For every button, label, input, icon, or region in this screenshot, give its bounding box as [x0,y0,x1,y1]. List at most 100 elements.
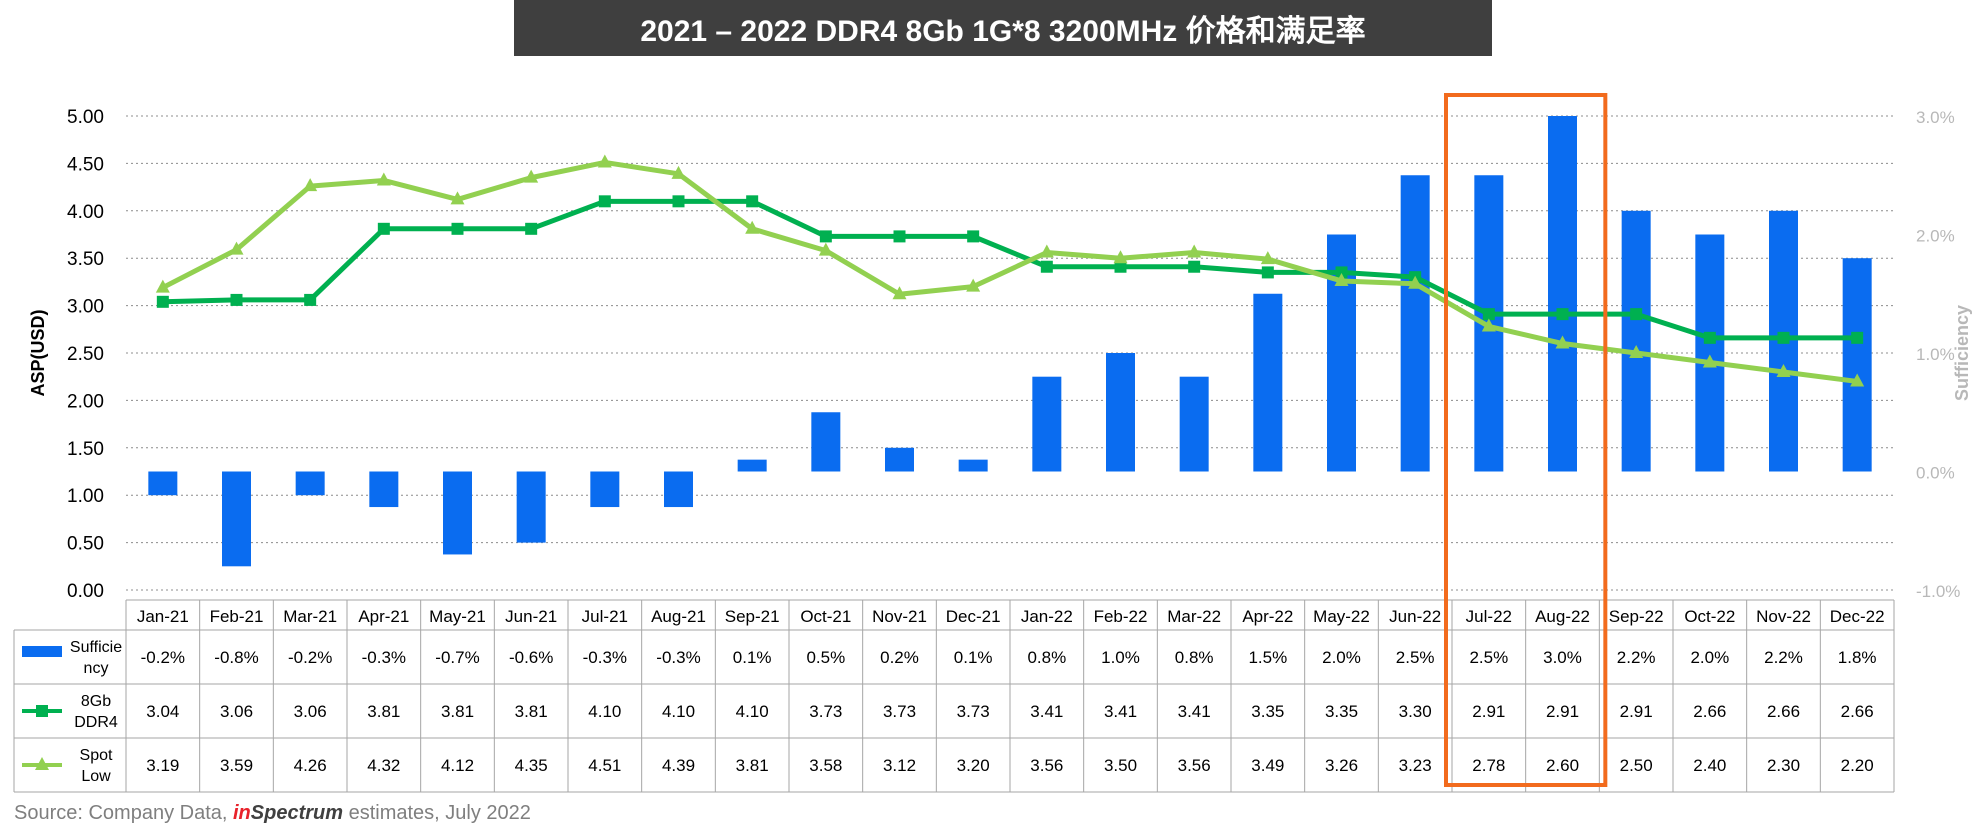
ddr4-point [230,293,243,306]
y2-tick-label: -1.0% [1916,582,1960,601]
ddr4-point [1261,266,1274,279]
table-cell: 2.2% [1617,648,1656,667]
x-tick-label: Apr-22 [1242,607,1293,626]
ddr4-point [1703,331,1716,344]
spot-low-point [1481,318,1496,332]
table-cell: -0.7% [435,648,479,667]
x-tick-label: Nov-22 [1756,607,1811,626]
y-tick-label: 4.50 [67,154,104,175]
ddr4-point [1851,331,1864,344]
x-tick-label: Jul-21 [582,607,628,626]
table-cell: 2.0% [1690,648,1729,667]
table-cell: 2.91 [1546,702,1579,721]
table-cell: 4.26 [294,756,327,775]
y-tick-label: 4.00 [67,202,104,223]
table-cell: 3.12 [883,756,916,775]
table-cell: 4.10 [662,702,695,721]
table-cell: 3.73 [809,702,842,721]
spot-low-point [1408,275,1423,289]
y-tick-label: 3.00 [67,297,104,318]
ddr4-point [598,195,611,208]
y2-tick-label: 3.0% [1916,108,1955,127]
legend-label: DDR4 [74,714,118,731]
bar-sufficiency [664,471,693,508]
bar-sufficiency [369,471,399,508]
brand-in: in [233,802,251,824]
spot-low-point [1776,363,1791,377]
x-tick-label: Jun-21 [505,607,557,626]
table-cell: 4.32 [367,756,400,775]
table-cell: 0.8% [1027,648,1066,667]
table-cell: 2.91 [1620,702,1653,721]
legend-label: 8Gb [81,693,111,710]
ddr4-point [672,195,685,208]
x-tick-label: Aug-22 [1535,607,1590,626]
y-tick-label: 0.50 [67,534,104,555]
table-cell: 0.2% [880,648,919,667]
chart-title: 2021 – 2022 DDR4 8Gb 1G*8 3200MHz 价格和满足率 [514,0,1492,56]
bar-sufficiency [1621,210,1651,472]
table-cell: 2.66 [1841,702,1874,721]
y-tick-label: 1.00 [67,486,104,507]
ddr4-point [525,222,538,235]
spot-low-point [966,278,981,292]
x-tick-label: Jun-22 [1389,607,1441,626]
ddr4-point [156,295,169,308]
x-tick-label: Mar-21 [283,607,337,626]
table-cell: 3.56 [1178,756,1211,775]
legend-key-ddr4-marker [36,705,48,717]
spot-low-point [450,191,465,205]
ddr4-point [967,230,980,243]
table-cell: -0.3% [362,648,406,667]
x-tick-label: Oct-22 [1684,607,1735,626]
ddr4-point [451,222,464,235]
source-prefix: Source: Company Data, [14,802,228,824]
bar-sufficiency [885,447,914,472]
bar-sufficiency [1842,258,1872,472]
table-cell: 0.8% [1175,648,1214,667]
table-cell: 3.23 [1399,756,1432,775]
spot-low-point [1260,251,1275,265]
bar-sufficiency [1106,353,1135,472]
table-cell: 3.81 [441,702,474,721]
x-tick-label: May-22 [1313,607,1370,626]
table-cell: -0.2% [288,648,332,667]
table-cell: 1.0% [1101,648,1140,667]
table-cell: -0.2% [141,648,185,667]
bar-sufficiency [590,471,620,508]
bar-sufficiency [295,471,325,496]
table-cell: 2.30 [1767,756,1800,775]
ddr4-point [1188,260,1201,273]
ddr4-point [1556,308,1569,321]
ddr4-point [1630,308,1643,321]
spot-low-point [1702,354,1717,368]
table-cell: 3.73 [957,702,990,721]
x-tick-label: Oct-21 [800,607,851,626]
y2-tick-label: 2.0% [1916,227,1955,246]
source-suffix: estimates, July 2022 [348,802,531,824]
table-cell: 1.5% [1248,648,1287,667]
bar-sufficiency [1179,376,1209,472]
ddr4-point [377,222,390,235]
highlight-box [1444,93,1608,787]
table-cell: 4.51 [588,756,621,775]
ddr4-point [1114,260,1127,273]
ddr4-line [162,198,1858,341]
legend-label: ncy [84,660,109,677]
spot-low-point [745,220,760,234]
spot-low-line [161,159,1858,384]
x-tick-label: Dec-22 [1830,607,1885,626]
table-cell: 2.5% [1396,648,1435,667]
table-cell: 2.0% [1322,648,1361,667]
table-cell: 0.5% [806,648,845,667]
table-cell: 3.50 [1104,756,1137,775]
spot-low-point [303,178,318,192]
ddr4-point [819,230,832,243]
table-cell: 3.49 [1251,756,1284,775]
bar-sufficiency [1695,234,1725,472]
table-cell: 4.39 [662,756,695,775]
spot-low-point [1039,244,1054,258]
spot-low-point [376,172,391,186]
y-tick-label: 5.00 [67,107,104,128]
